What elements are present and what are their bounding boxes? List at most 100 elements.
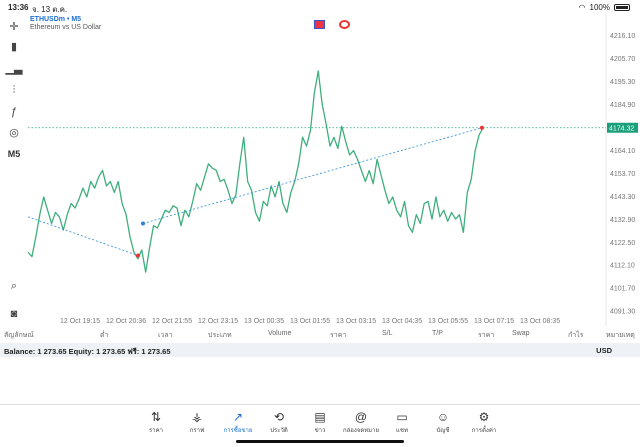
x-tick-label: 12 Oct 19:15 <box>60 318 100 325</box>
nav-news[interactable]: ▤ ข่าว <box>300 409 340 435</box>
shapes-icon[interactable]: ◎ <box>9 126 19 139</box>
chat-icon: ▭ <box>396 410 408 424</box>
table-header-cell[interactable]: T/P <box>432 330 443 337</box>
crosshair-icon[interactable]: ✛ <box>9 20 19 33</box>
status-right: ◠ 100% <box>579 3 630 12</box>
news-icon: ▤ <box>314 410 326 424</box>
zoom-icon[interactable]: ⌕ <box>10 279 18 292</box>
left-toolbar: ✛ ▮ ▁▃ ⫶ ƒ ◎ M5 ⌕ ◙ <box>0 14 28 324</box>
symbol-description: Ethereum vs US Dollar <box>30 24 102 31</box>
x-tick-label: 13 Oct 00:35 <box>244 318 284 325</box>
battery-icon <box>614 4 630 11</box>
chart-top-icons <box>314 20 350 29</box>
nav-label: ประวัติ <box>270 428 288 434</box>
trade-icon: ↗ <box>232 410 244 424</box>
x-tick-label: 13 Oct 05:55 <box>428 318 468 325</box>
nav-label: ข่าว <box>314 428 326 434</box>
x-tick-label: 12 Oct 23:15 <box>198 318 238 325</box>
nav-chat[interactable]: ▭ แชท <box>382 409 422 435</box>
quotes-icon: ⇅ <box>150 410 162 424</box>
bottom-nav: ⇅ ราคา ⚶ กราฟ ↗ การซื้อขาย ⟲ ประวัติ ▤ ข่าว @ กล่อง… <box>0 404 640 447</box>
trade-table-header: สัญลักษณ์ ต่ำ เวลา ประเภท Volume ราคา S/L T/P รา… <box>0 327 640 341</box>
table-header-cell[interactable]: เวลา <box>158 332 173 339</box>
wifi-icon: ◠ <box>578 3 586 12</box>
battery-text: 100% <box>589 3 610 12</box>
settings-icon: ⚙ <box>478 410 490 424</box>
signal-icon[interactable] <box>339 20 350 29</box>
current-price-box <box>607 122 638 133</box>
y-tick-label: 4184.90 <box>610 102 635 109</box>
x-tick-label: 13 Oct 07:15 <box>474 318 514 325</box>
home-indicator <box>236 440 404 443</box>
x-tick-label: 12 Oct 20:36 <box>106 318 146 325</box>
nav-label: การตั้งค่า <box>471 428 497 434</box>
trade-marker-close <box>480 125 484 130</box>
x-tick-label: 13 Oct 08:35 <box>520 318 560 325</box>
nav-chart[interactable]: ⚶ กราฟ <box>177 409 217 435</box>
y-tick-label: 4122.50 <box>610 240 635 247</box>
y-tick-label: 4091.30 <box>610 309 635 316</box>
y-tick-label: 4164.10 <box>610 148 635 155</box>
status-time: 13:36 <box>8 3 29 12</box>
nav-label: ราคา <box>149 428 163 434</box>
nav-quotes[interactable]: ⇅ ราคา <box>136 409 176 435</box>
indicators-icon[interactable]: ⫶ <box>12 83 16 96</box>
symbol-info: ETHUSDm • M5 Ethereum vs US Dollar <box>30 16 101 31</box>
nav-label: การซื้อขาย <box>223 428 253 434</box>
y-tick-label: 4153.70 <box>610 171 635 178</box>
y-tick-label: 4205.70 <box>610 56 635 63</box>
nav-label: กล่องจดหมาย <box>342 428 380 434</box>
x-tick-label: 13 Oct 04:35 <box>382 318 422 325</box>
trendline-2 <box>142 127 483 224</box>
symbol-name: ETHUSDm • M5 <box>30 16 82 23</box>
table-header-cell[interactable]: S/L <box>382 330 393 337</box>
mailbox-icon: @ <box>354 410 368 424</box>
function-icon[interactable]: ƒ <box>10 106 18 118</box>
chart-area[interactable]: 4216.10 4205.70 4195.30 4184.90 4164.10 4153.… <box>28 14 640 326</box>
status-bar: 13:36 จ. 13 ต.ค. ◠ 100% <box>0 0 640 14</box>
timeframe-button[interactable]: M5 <box>7 149 21 159</box>
nav-label: กราฟ <box>189 428 205 434</box>
nav-accounts[interactable]: ☺ บัญชี <box>423 409 463 435</box>
table-header-cell[interactable]: ต่ำ <box>100 332 109 339</box>
y-tick-label: 4216.10 <box>610 33 635 40</box>
nav-mailbox[interactable]: @ กล่องจดหมาย <box>341 409 381 435</box>
balance-currency: USD <box>596 346 612 355</box>
broker-icon[interactable]: ◙ <box>10 308 18 320</box>
flag-icon[interactable] <box>314 20 325 29</box>
candles-icon[interactable]: ▮ <box>10 40 18 53</box>
balance-row: Balance: 1 273.65 Equity: 1 273.65 ฟรี: … <box>0 343 640 357</box>
current-price-label: 4174.32 <box>609 125 634 132</box>
trendline-1 <box>28 216 139 256</box>
table-header-cell[interactable]: สัญลักษณ์ <box>4 332 34 339</box>
history-icon: ⟲ <box>273 410 285 424</box>
bars-icon[interactable]: ▁▃ <box>5 62 23 75</box>
nav-label: แชท <box>396 428 408 434</box>
status-date: จ. 13 ต.ค. <box>32 5 68 14</box>
trade-marker-sell <box>136 253 140 258</box>
price-line <box>28 70 484 273</box>
table-header-cell[interactable]: ประเภท <box>208 332 232 339</box>
table-header-cell[interactable]: ราคา <box>330 332 347 339</box>
x-tick-label: 12 Oct 21:55 <box>152 318 192 325</box>
price-chart: 4216.10 4205.70 4195.30 4184.90 4164.10 4153.… <box>28 14 638 326</box>
table-header-cell[interactable]: กำไร <box>568 332 584 339</box>
accounts-icon: ☺ <box>436 410 450 424</box>
table-header-cell[interactable]: Volume <box>268 330 292 337</box>
y-tick-label: 4132.90 <box>610 217 635 224</box>
chart-icon: ⚶ <box>191 410 203 424</box>
x-tick-label: 13 Oct 03:15 <box>336 318 376 325</box>
nav-label: บัญชี <box>436 428 450 434</box>
y-tick-label: 4143.30 <box>610 194 635 201</box>
table-header-cell[interactable]: Swap <box>512 330 530 337</box>
nav-settings[interactable]: ⚙ การตั้งค่า <box>464 409 504 435</box>
nav-trade[interactable]: ↗ การซื้อขาย <box>218 409 258 435</box>
nav-history[interactable]: ⟲ ประวัติ <box>259 409 299 435</box>
y-tick-label: 4101.70 <box>610 286 635 293</box>
balance-text: Balance: 1 273.65 Equity: 1 273.65 ฟรี: … <box>4 347 171 356</box>
table-header-cell[interactable]: ราคา <box>478 332 495 339</box>
x-tick-label: 13 Oct 01:55 <box>290 318 330 325</box>
trade-marker-buy <box>141 221 145 226</box>
y-tick-label: 4112.10 <box>610 263 635 270</box>
table-header-cell[interactable]: หมายเหตุ <box>606 332 635 339</box>
